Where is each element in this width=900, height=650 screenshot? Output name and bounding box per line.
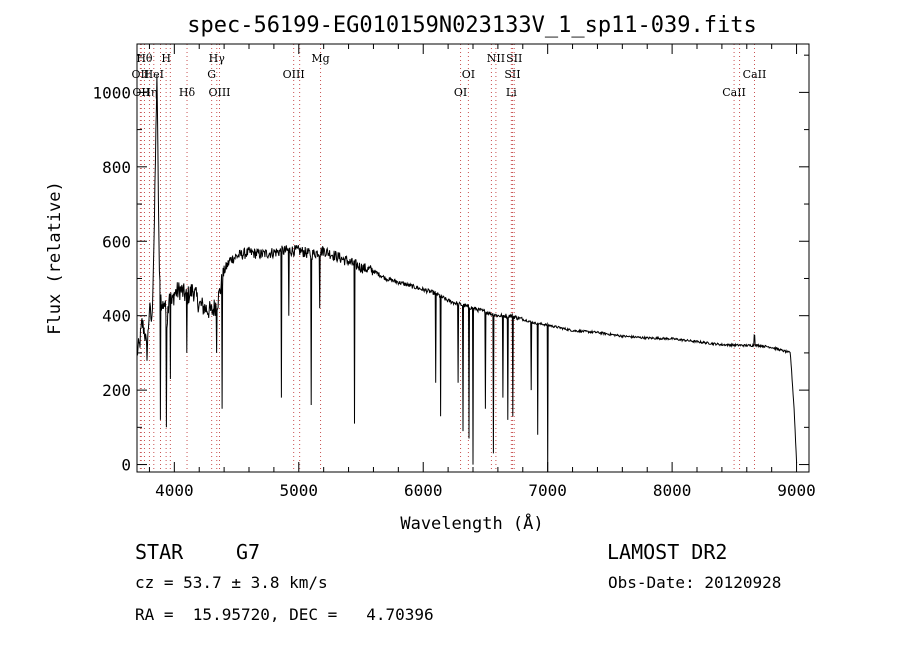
y-tick-label: 200 bbox=[102, 381, 131, 400]
line-marker-label: OIII bbox=[208, 86, 230, 99]
x-tick-label: 7000 bbox=[528, 481, 567, 500]
line-marker-label: Hη bbox=[141, 86, 157, 99]
x-tick-label: 9000 bbox=[777, 481, 816, 500]
x-tick-label: 5000 bbox=[280, 481, 319, 500]
line-marker-label: SII bbox=[504, 68, 520, 81]
line-marker-label: OI bbox=[462, 68, 475, 81]
line-marker-label: Mg bbox=[311, 52, 329, 65]
line-marker-label: CaII bbox=[722, 86, 746, 99]
line-marker-label: Hθ bbox=[136, 52, 153, 65]
star-subclass: G7 bbox=[236, 540, 261, 564]
line-marker-label: Hδ bbox=[179, 86, 196, 99]
spectrum-line bbox=[136, 75, 798, 473]
x-tick-label: 6000 bbox=[404, 481, 443, 500]
y-tick-label: 600 bbox=[102, 232, 131, 251]
x-axis-ticks: 4000 5000 6000 7000 8000 9000 bbox=[148, 44, 816, 500]
y-axis-ticks: 0 200 400 600 800 1000 bbox=[92, 54, 809, 475]
y-axis-label: Flux (relative) bbox=[45, 181, 65, 335]
y-tick-label: 0 bbox=[121, 456, 131, 475]
obs-date-text: Obs-Date: 20120928 bbox=[608, 573, 782, 592]
line-marker-label: HeI bbox=[144, 68, 164, 81]
line-marker-label: CaII bbox=[743, 68, 767, 81]
y-tick-label: 800 bbox=[102, 158, 131, 177]
x-tick-label: 8000 bbox=[653, 481, 692, 500]
y-tick-label: 1000 bbox=[92, 83, 131, 102]
spectrum-series bbox=[136, 75, 798, 473]
line-marker-label: OIII bbox=[283, 68, 305, 81]
line-marker-label: G bbox=[207, 68, 216, 81]
line-marker-label: SII bbox=[506, 52, 522, 65]
coordinates-text: RA = 15.95720, DEC = 4.70396 bbox=[135, 605, 434, 624]
line-marker-label: Li bbox=[506, 86, 517, 99]
line-marker-label: OII bbox=[132, 68, 150, 81]
line-marker-label: OI bbox=[454, 86, 467, 99]
line-markers: OIIOIIHθHηHeIHHδGHγOIIIOIIIMgOIOINIILiSI… bbox=[132, 44, 767, 472]
star-class: STAR bbox=[135, 540, 184, 564]
x-axis-label: Wavelength (Å) bbox=[400, 512, 543, 534]
line-marker-label: NII bbox=[487, 52, 505, 65]
line-marker-label: Hγ bbox=[209, 52, 226, 65]
line-marker-label: H bbox=[161, 52, 171, 65]
y-tick-label: 400 bbox=[102, 307, 131, 326]
x-tick-label: 4000 bbox=[155, 481, 194, 500]
redshift-text: cz = 53.7 ± 3.8 km/s bbox=[135, 573, 328, 592]
chart-title: spec-56199-EG010159N023133V_1_sp11-039.f… bbox=[187, 13, 757, 38]
survey-label: LAMOST DR2 bbox=[607, 540, 728, 564]
